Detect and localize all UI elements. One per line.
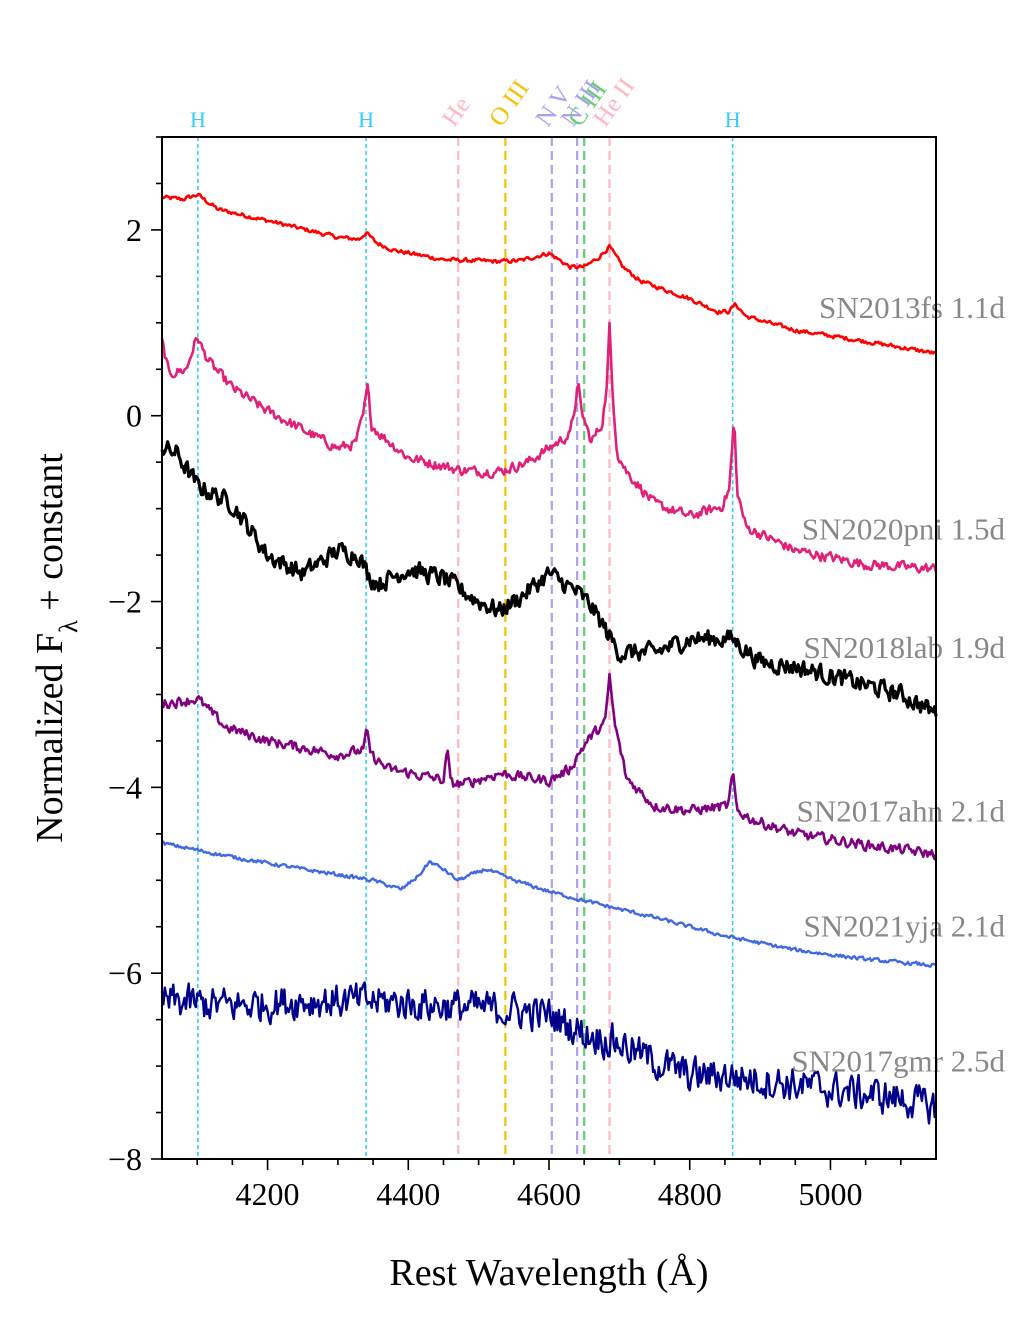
series-line (161, 672, 938, 861)
y-axis-label: Normalized Fλ + constant (29, 453, 83, 843)
series-labels: SN2013fs 1.1d SN2020pni 1.5d SN2018lab 1.9… (791, 290, 1005, 1079)
y-tick-label: −2 (108, 584, 142, 620)
series-label: SN2018lab 1.9d (804, 630, 1006, 665)
y-tick-label: −8 (108, 1141, 142, 1177)
series-line (160, 981, 937, 1125)
x-tick-label: 4600 (517, 1176, 581, 1212)
x-tick-label: 4800 (658, 1176, 722, 1212)
y-tick-label: 2 (126, 212, 142, 248)
series-label: SN2017gmr 2.5d (791, 1043, 1005, 1078)
x-tick-label: 5000 (798, 1176, 862, 1212)
series-line (161, 840, 937, 968)
y-ticks: −8 −6 −4 −2 0 2 (108, 136, 162, 1177)
line-label: H (190, 107, 206, 132)
series-line (160, 440, 938, 717)
line-label: O III (484, 76, 534, 132)
y-tick-label: −4 (108, 769, 142, 805)
series-label: SN2017ahn 2.1d (797, 793, 1006, 828)
series-lines (160, 192, 938, 1125)
line-label: H (725, 107, 741, 132)
line-label: H (358, 107, 374, 132)
series-line (160, 321, 938, 574)
series-label: SN2020pni 1.5d (802, 511, 1006, 546)
x-axis-label: Rest Wavelength (Å) (389, 1252, 708, 1294)
y-tick-label: −6 (108, 955, 142, 991)
series-label: SN2021yja 2.1d (804, 909, 1006, 944)
x-ticks: 4200 4400 4600 4800 5000 (196, 1159, 902, 1212)
series-label: SN2013fs 1.1d (819, 290, 1006, 325)
line-label: He (437, 92, 476, 131)
y-tick-label: 0 (126, 398, 142, 434)
series-line (161, 192, 937, 355)
x-tick-label: 4400 (376, 1176, 440, 1212)
x-tick-label: 4200 (236, 1176, 300, 1212)
